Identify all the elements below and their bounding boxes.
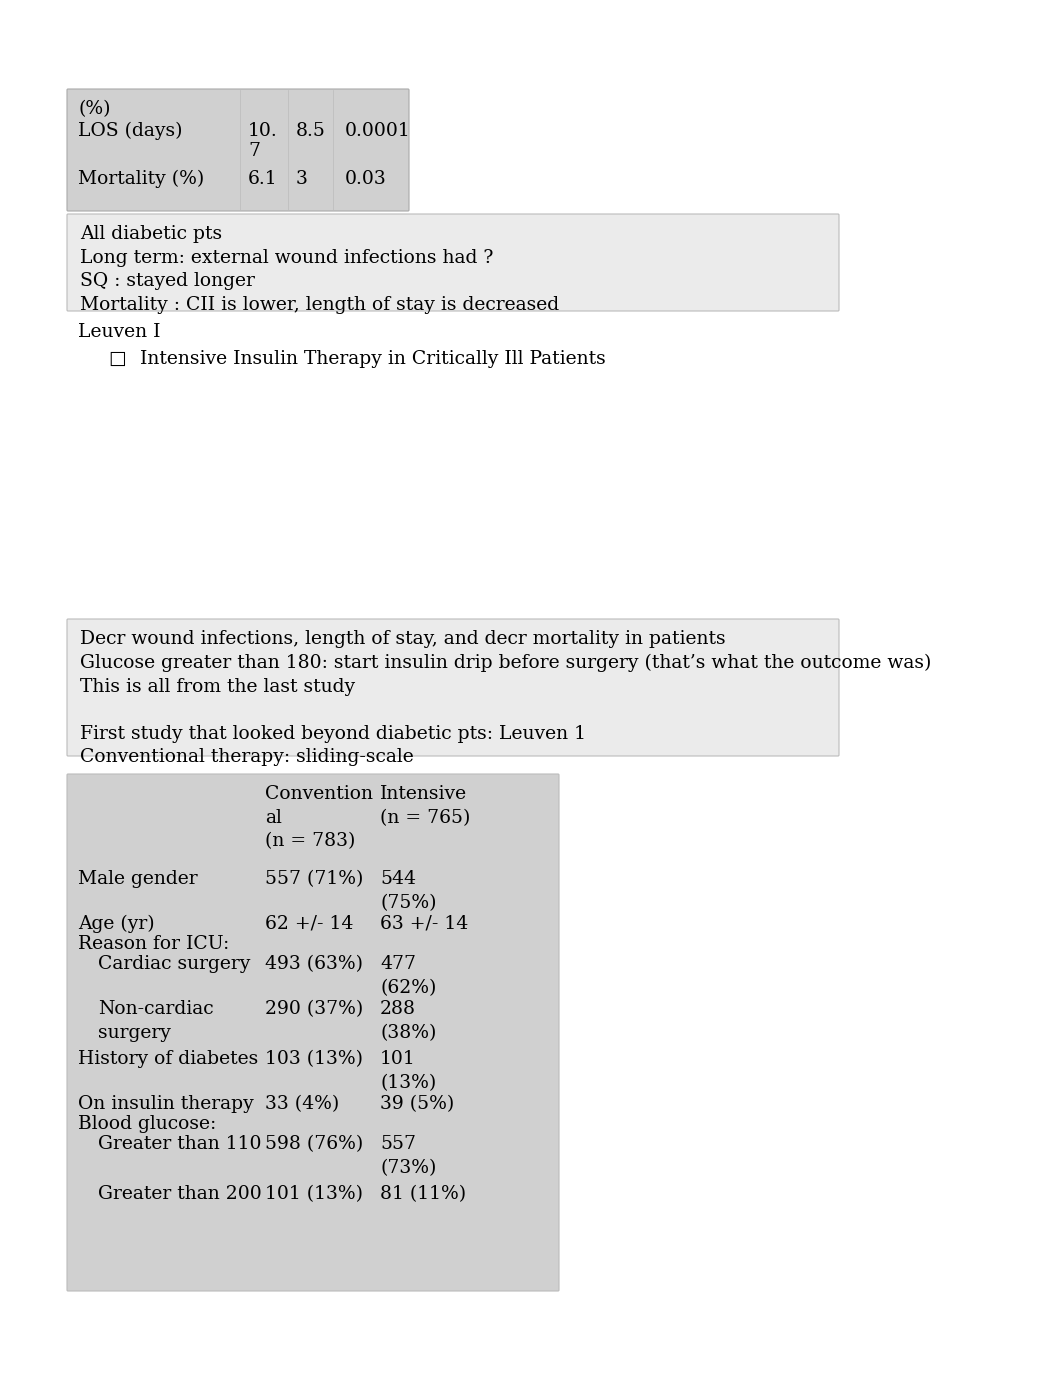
Text: 81 (11%): 81 (11%) — [380, 1186, 466, 1203]
Text: 0.0001: 0.0001 — [345, 123, 411, 140]
Text: (%): (%) — [78, 101, 110, 118]
Text: Greater than 200: Greater than 200 — [98, 1186, 261, 1203]
Text: On insulin therapy: On insulin therapy — [78, 1095, 254, 1113]
Text: 10.: 10. — [249, 123, 278, 140]
FancyBboxPatch shape — [67, 213, 839, 311]
Text: 8.5: 8.5 — [296, 123, 326, 140]
Text: 63 +/- 14: 63 +/- 14 — [380, 914, 468, 934]
Text: 6.1: 6.1 — [249, 169, 277, 189]
Text: Decr wound infections, length of stay, and decr mortality in patients
Glucose gr: Decr wound infections, length of stay, a… — [80, 631, 931, 767]
Text: Male gender: Male gender — [78, 870, 198, 888]
Text: □: □ — [108, 350, 125, 368]
Text: 557 (71%): 557 (71%) — [266, 870, 363, 888]
Text: 39 (5%): 39 (5%) — [380, 1095, 455, 1113]
Text: 493 (63%): 493 (63%) — [266, 956, 363, 974]
Text: LOS (days): LOS (days) — [78, 123, 183, 140]
Text: 288
(38%): 288 (38%) — [380, 1000, 436, 1041]
Text: 557
(73%): 557 (73%) — [380, 1135, 436, 1176]
FancyBboxPatch shape — [67, 620, 839, 756]
Text: 0.03: 0.03 — [345, 169, 387, 189]
Text: Cardiac surgery: Cardiac surgery — [98, 956, 251, 974]
Text: 101
(13%): 101 (13%) — [380, 1051, 436, 1092]
Text: 598 (76%): 598 (76%) — [266, 1135, 363, 1153]
Text: 101 (13%): 101 (13%) — [266, 1186, 363, 1203]
Text: Intensive
(n = 765): Intensive (n = 765) — [380, 785, 470, 826]
Text: 33 (4%): 33 (4%) — [266, 1095, 339, 1113]
Text: 103 (13%): 103 (13%) — [266, 1051, 363, 1069]
Text: Reason for ICU:: Reason for ICU: — [78, 935, 229, 953]
Text: 7: 7 — [249, 142, 260, 160]
Text: Age (yr): Age (yr) — [78, 914, 155, 934]
Text: All diabetic pts
Long term: external wound infections had ?
SQ : stayed longer
M: All diabetic pts Long term: external wou… — [80, 224, 559, 314]
Text: 62 +/- 14: 62 +/- 14 — [266, 914, 354, 934]
Text: History of diabetes: History of diabetes — [78, 1051, 258, 1069]
Text: Leuven I: Leuven I — [78, 324, 160, 341]
Text: 544
(75%): 544 (75%) — [380, 870, 436, 912]
Text: Mortality (%): Mortality (%) — [78, 169, 204, 189]
Text: 477
(62%): 477 (62%) — [380, 956, 436, 997]
Text: Intensive Insulin Therapy in Critically Ill Patients: Intensive Insulin Therapy in Critically … — [140, 350, 605, 368]
Text: 290 (37%): 290 (37%) — [266, 1000, 363, 1018]
Text: 3: 3 — [296, 169, 308, 189]
Text: Greater than 110: Greater than 110 — [98, 1135, 261, 1153]
Text: Convention
al
(n = 783): Convention al (n = 783) — [266, 785, 373, 850]
FancyBboxPatch shape — [67, 90, 409, 211]
Text: Non-cardiac
surgery: Non-cardiac surgery — [98, 1000, 213, 1041]
Text: Blood glucose:: Blood glucose: — [78, 1115, 217, 1133]
FancyBboxPatch shape — [67, 774, 559, 1292]
